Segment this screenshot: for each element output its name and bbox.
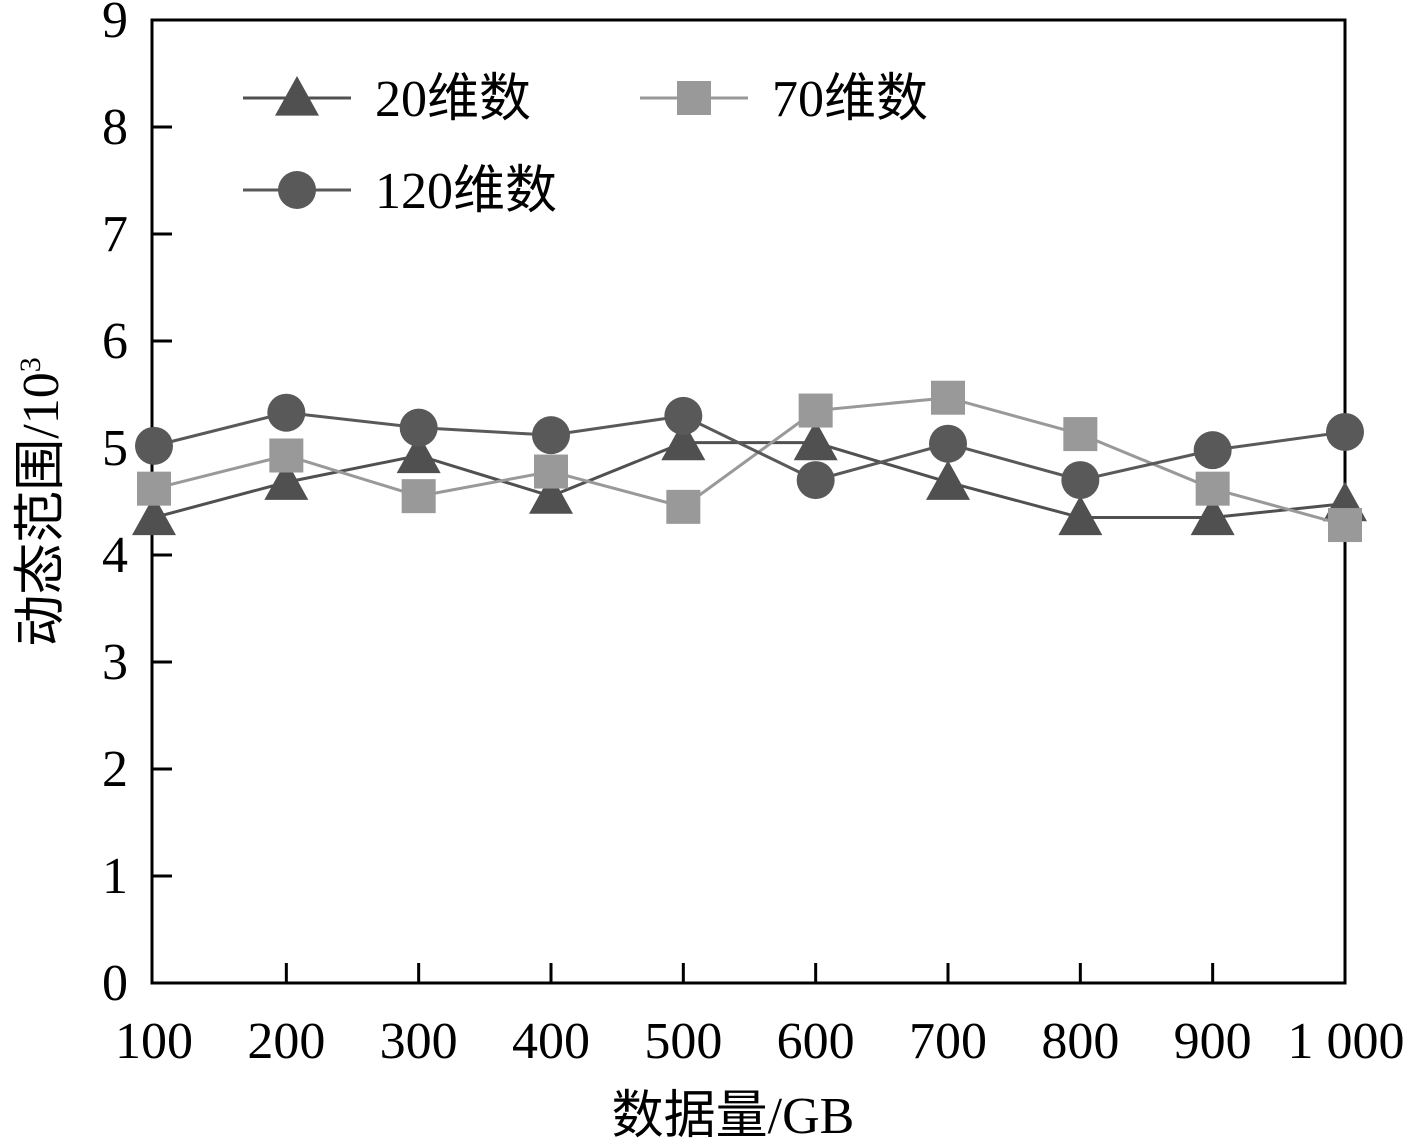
data-point bbox=[1193, 431, 1232, 470]
legend-item: 20维数 bbox=[243, 71, 531, 128]
legend-marker bbox=[275, 76, 319, 116]
x-tick-label: 500 bbox=[644, 1013, 722, 1070]
y-tick-label: 7 bbox=[102, 206, 128, 263]
series-circle bbox=[135, 393, 1364, 500]
data-point bbox=[396, 433, 441, 474]
x-tick-label: 1 000 bbox=[1288, 1013, 1405, 1070]
x-axis: 100 200 300 400 500 600 700 800 900 1 000 bbox=[115, 963, 1405, 1070]
data-point bbox=[264, 460, 309, 500]
y-axis-title-superscript: 3 bbox=[14, 357, 47, 372]
y-tick-label: 0 bbox=[102, 955, 128, 1012]
y-axis: 0 1 2 3 4 5 6 7 8 9 bbox=[102, 0, 172, 1012]
data-point bbox=[1326, 412, 1364, 451]
legend: 20维数 70维数 120维数 bbox=[243, 71, 928, 220]
data-point bbox=[798, 393, 833, 428]
series-line bbox=[153, 411, 1346, 482]
y-tick-label: 3 bbox=[102, 634, 128, 691]
y-tick-label: 2 bbox=[102, 741, 128, 798]
data-point bbox=[926, 460, 970, 500]
y-tick-label: 9 bbox=[102, 0, 128, 49]
series-square bbox=[137, 380, 1362, 543]
x-tick-label: 800 bbox=[1041, 1013, 1119, 1070]
data-point bbox=[532, 416, 570, 455]
data-point bbox=[661, 420, 706, 461]
data-point bbox=[401, 479, 436, 514]
data-point bbox=[793, 420, 838, 461]
legend-item: 120维数 bbox=[243, 163, 557, 220]
x-tick-label: 700 bbox=[909, 1013, 987, 1070]
data-point bbox=[1328, 508, 1362, 543]
x-tick-label: 900 bbox=[1174, 1013, 1252, 1070]
legend-label: 20维数 bbox=[375, 71, 531, 128]
data-point bbox=[1058, 495, 1103, 536]
x-tick-label: 200 bbox=[247, 1013, 325, 1070]
data-point bbox=[529, 474, 573, 514]
data-point bbox=[534, 454, 568, 489]
data-point bbox=[1195, 471, 1230, 506]
series-triangle bbox=[132, 420, 1367, 536]
data-point bbox=[1063, 417, 1098, 452]
plot-frame bbox=[150, 18, 1347, 985]
data-point bbox=[267, 393, 306, 432]
legend-label: 70维数 bbox=[772, 71, 928, 128]
legend-item: 70维数 bbox=[640, 71, 928, 128]
legend-marker bbox=[677, 81, 711, 115]
y-axis-title: 动态范围/103 bbox=[13, 357, 70, 646]
x-tick-label: 300 bbox=[380, 1013, 458, 1070]
data-point bbox=[664, 396, 703, 435]
y-axis-title-main: 动态范围/10 bbox=[13, 372, 70, 646]
x-tick-label: 600 bbox=[777, 1013, 855, 1070]
data-point bbox=[1061, 461, 1100, 500]
data-point bbox=[1190, 495, 1235, 536]
x-tick-label: 400 bbox=[512, 1013, 590, 1070]
series-line bbox=[153, 441, 1346, 520]
x-axis-title: 数据量/GB bbox=[612, 1088, 855, 1142]
data-point bbox=[269, 438, 304, 473]
data-point bbox=[796, 461, 835, 500]
series-layer bbox=[132, 380, 1367, 543]
data-point bbox=[132, 495, 176, 536]
y-tick-label: 4 bbox=[102, 527, 128, 584]
y-tick-label: 1 bbox=[102, 848, 128, 905]
x-tick-label: 100 bbox=[115, 1013, 193, 1070]
legend-marker bbox=[278, 171, 316, 209]
data-point bbox=[399, 408, 438, 447]
y-tick-label: 5 bbox=[102, 420, 128, 477]
data-point bbox=[666, 489, 701, 524]
data-point bbox=[929, 424, 967, 463]
data-point bbox=[137, 471, 171, 506]
legend-label: 120维数 bbox=[375, 163, 557, 220]
y-tick-label: 8 bbox=[102, 99, 128, 156]
data-point bbox=[135, 426, 173, 465]
y-tick-label: 6 bbox=[102, 313, 128, 370]
series-line bbox=[153, 396, 1346, 527]
data-point bbox=[931, 380, 965, 415]
